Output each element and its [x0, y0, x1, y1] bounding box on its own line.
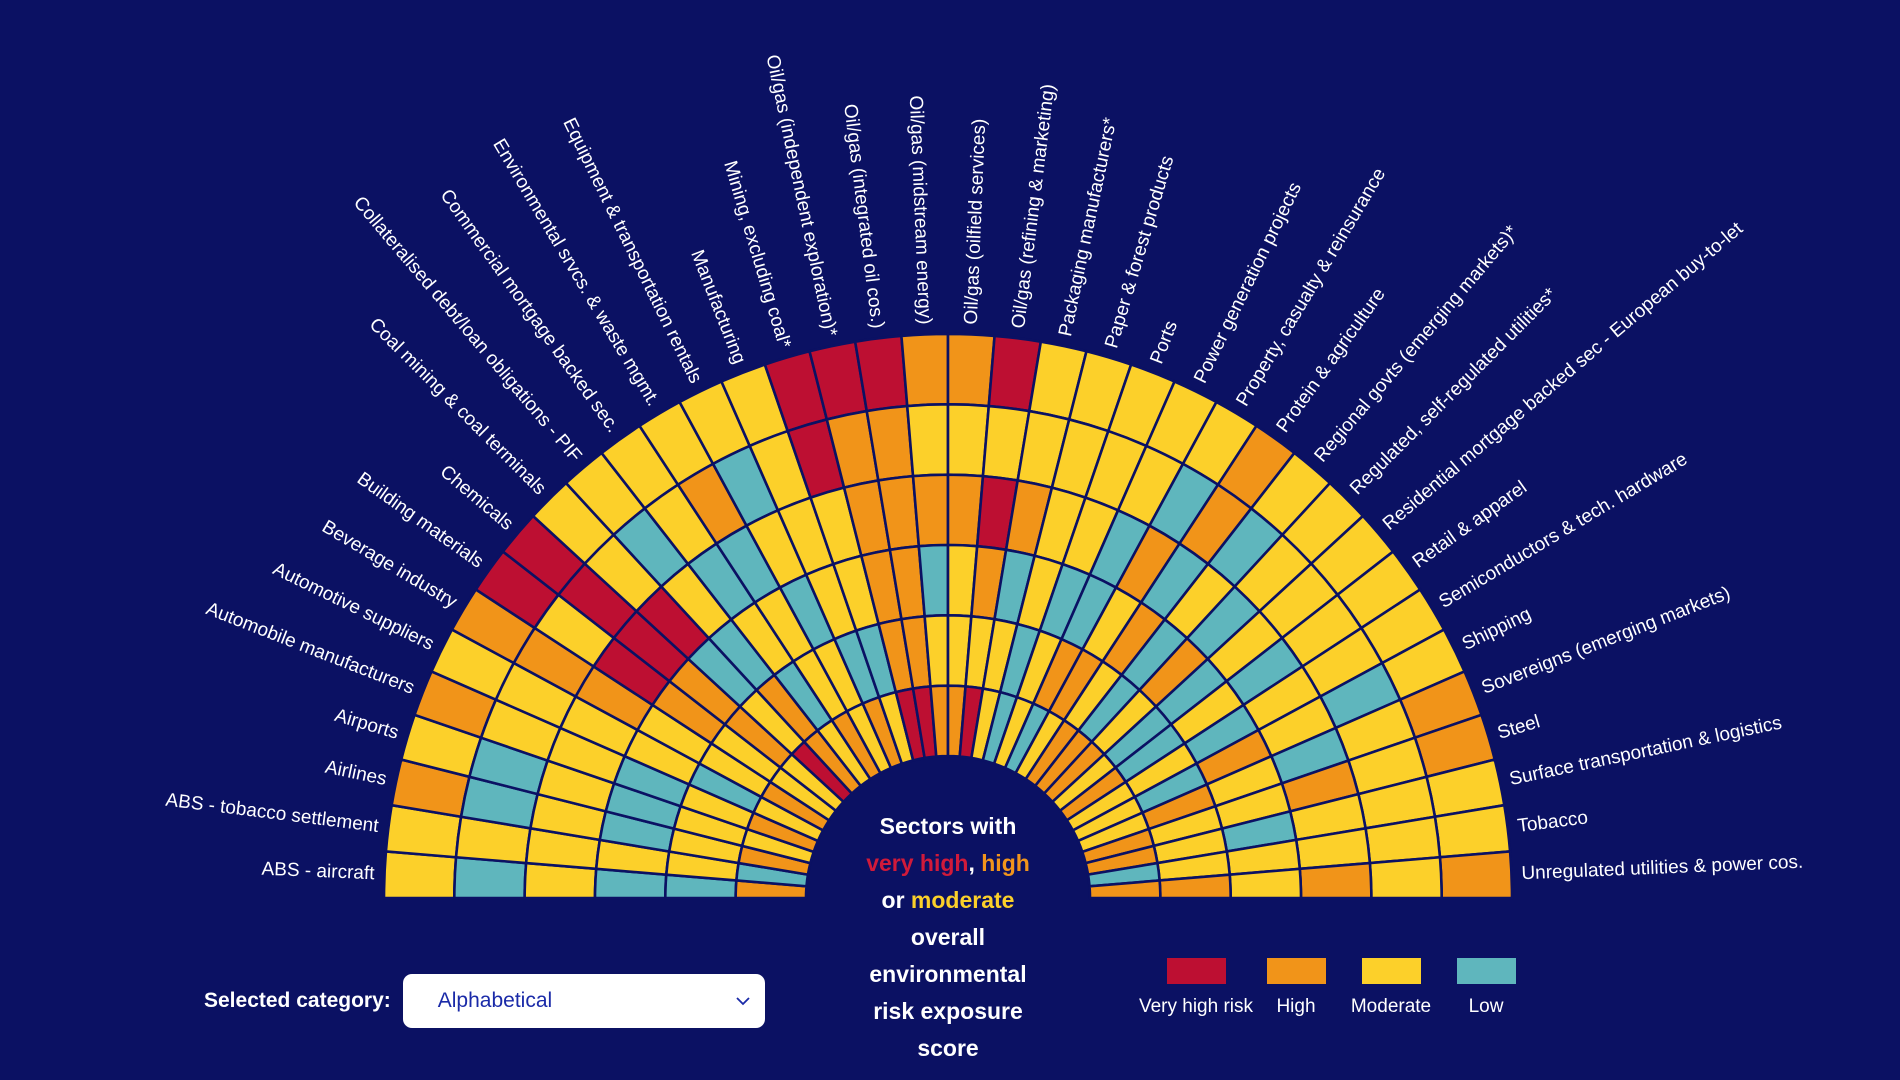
- legend-swatch-very-high: [1166, 958, 1226, 984]
- legend-label-moderate: Moderate: [1350, 996, 1432, 1017]
- sector-label: Manufacturing: [686, 247, 749, 367]
- caption-line-4: overall: [910, 924, 986, 950]
- category-dropdown-value: Alphabetical: [437, 989, 553, 1012]
- sector-label: Ports: [1146, 318, 1182, 367]
- sector-label: Chemicals: [436, 461, 517, 534]
- caption-line-5: environmental: [869, 961, 1027, 987]
- heatmap-cell[interactable]: [905, 403, 950, 478]
- caption-moderate: moderate: [910, 887, 1015, 913]
- caption-line-1: Sectors with: [879, 813, 1017, 839]
- sector-label: Unregulated utilities & power cos.: [1521, 852, 1804, 885]
- sector-label: Oil/gas (refining & marketing): [1008, 83, 1059, 330]
- sector-label: Airlines: [323, 757, 388, 790]
- sector-label: Residential mortgage backed sec - Europe…: [1379, 218, 1748, 535]
- legend-swatch-high: [1266, 958, 1326, 984]
- heatmap-cell[interactable]: [1228, 867, 1303, 900]
- sector-label: Steel: [1495, 711, 1543, 743]
- sector-label: Packaging manufacturers*: [1055, 115, 1121, 338]
- heatmap-cell[interactable]: [1088, 879, 1162, 900]
- heatmap-cell[interactable]: [1438, 850, 1514, 900]
- sector-label: Shipping: [1459, 604, 1535, 655]
- legend-label-very-high: Very high risk: [1138, 996, 1254, 1017]
- legend-swatch-moderate: [1361, 958, 1421, 984]
- legend-swatch-low: [1456, 958, 1516, 984]
- legend-item-low: Low: [1446, 958, 1526, 1018]
- heatmap-cell[interactable]: [382, 850, 458, 900]
- sector-label: Oil/gas (integrated oil cos.): [839, 103, 888, 330]
- sector-label: ABS - aircraft: [261, 859, 375, 885]
- heatmap-cell[interactable]: [917, 543, 950, 618]
- sector-label: ABS - tobacco settlement: [164, 790, 380, 837]
- legend-item-high: High: [1256, 958, 1336, 1018]
- legend-item-moderate: Moderate: [1336, 958, 1446, 1018]
- sector-label: Surface transportation & logistics: [1508, 712, 1784, 790]
- caption-line-2: very high, high: [828, 845, 1068, 882]
- caption-high: high: [981, 850, 1030, 876]
- sector-label: Power generation projects: [1190, 179, 1306, 387]
- legend-item-very-high: Very high risk: [1136, 958, 1256, 1018]
- heatmap-cell[interactable]: [1298, 861, 1373, 900]
- legend-label-high: High: [1276, 996, 1316, 1017]
- heatmap-cells: [382, 332, 1514, 900]
- caption-comma: ,: [968, 850, 982, 876]
- caption-line-3: or moderate: [828, 882, 1068, 919]
- chart-center-caption: Sectors with very high, high or moderate…: [828, 808, 1068, 1067]
- heatmap-cell[interactable]: [900, 332, 950, 408]
- sector-label: Oil/gas (midstream energy): [905, 95, 935, 325]
- legend-label-low: Low: [1468, 996, 1504, 1017]
- caption-line-6: risk exposure: [873, 998, 1023, 1024]
- heatmap-cell[interactable]: [1368, 855, 1443, 900]
- sector-label: Oil/gas (oilfield services): [961, 118, 990, 325]
- caption-or: or: [881, 887, 911, 913]
- selector-label: Selected category:: [204, 989, 391, 1012]
- sector-label: Airports: [332, 705, 401, 744]
- caption-very-high: very high: [866, 850, 969, 876]
- legend: Very high risk High Moderate Low: [1136, 958, 1526, 1018]
- category-selector: Selected category: Alphabetical: [204, 974, 765, 1028]
- heatmap-cell[interactable]: [911, 473, 950, 548]
- heatmap-cell[interactable]: [946, 332, 996, 408]
- sector-label: Tobacco: [1516, 807, 1589, 837]
- chevron-down-icon: [736, 997, 750, 1006]
- caption-line-7: score: [917, 1035, 979, 1061]
- sector-label: Sovereigns (emerging markets): [1479, 583, 1734, 699]
- category-dropdown[interactable]: Alphabetical: [402, 974, 765, 1028]
